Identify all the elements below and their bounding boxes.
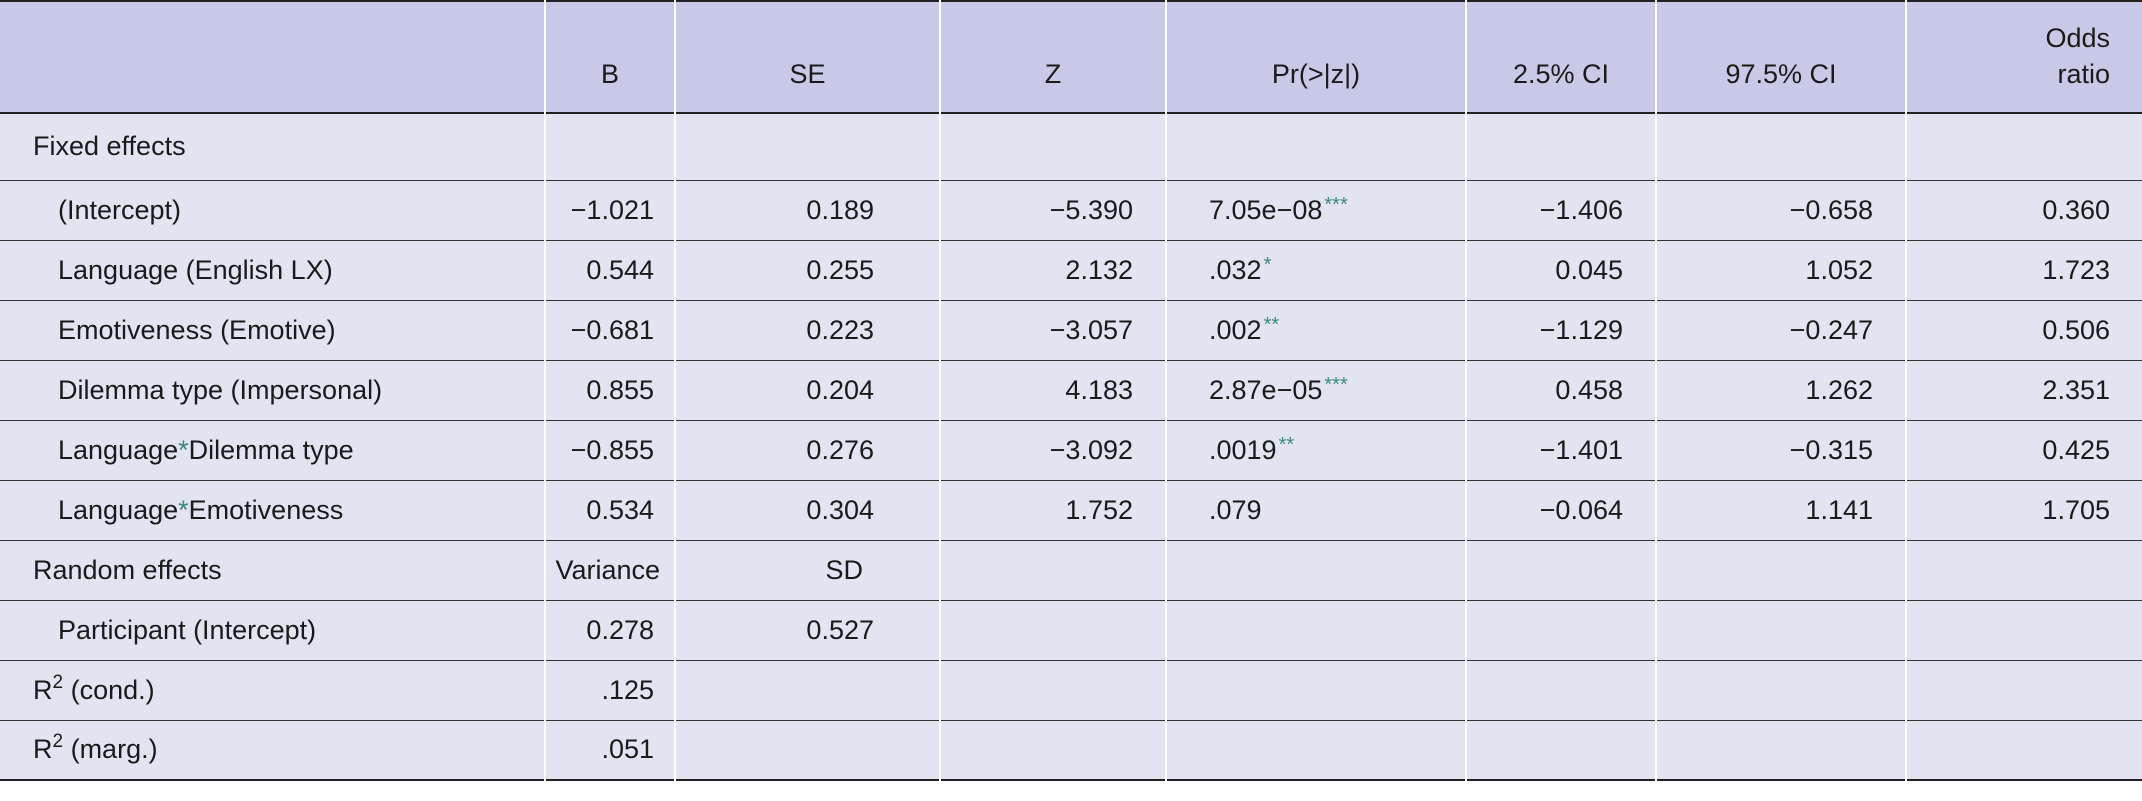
cell-z: −3.057 — [939, 300, 1166, 360]
cell-p: .002 ** — [1165, 300, 1466, 360]
significance-stars: *** — [1324, 194, 1348, 216]
significance-stars: ** — [1263, 314, 1280, 336]
table-row: Participant (Intercept) 0.278 0.527 — [0, 600, 2142, 660]
table-row: Emotiveness (Emotive) −0.681 0.223 −3.05… — [0, 300, 2142, 360]
r2-marg-row: R2 (marg.) .051 — [0, 720, 2142, 780]
row-label: R2 (marg.) — [33, 731, 158, 765]
cell-p: .0019 ** — [1165, 420, 1466, 480]
row-label: Language*Dilemma type — [58, 434, 354, 465]
sd-header: SD — [674, 540, 940, 600]
header-odds-ratio: Odds ratio — [1905, 1, 2142, 113]
cell-r2-marg: .051 — [544, 720, 675, 780]
interaction-star: * — [178, 434, 189, 465]
cell-z: −3.092 — [939, 420, 1166, 480]
row-label: Dilemma type (Impersonal) — [58, 374, 383, 405]
cell-ci-low: −1.406 — [1465, 180, 1656, 240]
cell-ci-low: 0.458 — [1465, 360, 1656, 420]
significance-stars: *** — [1324, 374, 1348, 396]
row-label: Emotiveness (Emotive) — [58, 314, 336, 345]
variance-header: Variance — [544, 540, 675, 600]
cell-p: .032 * — [1165, 240, 1466, 300]
row-label: Language (English LX) — [58, 254, 333, 285]
cell-z: 2.132 — [939, 240, 1166, 300]
significance-stars: ** — [1278, 434, 1295, 456]
cell-ci-low: −1.129 — [1465, 300, 1656, 360]
table-row: Language (English LX) 0.544 0.255 2.132 … — [0, 240, 2142, 300]
cell-odds-ratio: 0.360 — [1905, 180, 2142, 240]
section-title: Fixed effects — [33, 131, 186, 162]
cell-z: 1.752 — [939, 480, 1166, 540]
cell-p: 7.05e−08 *** — [1165, 180, 1466, 240]
header-row: B SE Z Pr(>|z|) 2.5% CI 97.5% CI Odds rat… — [0, 1, 2142, 113]
header-b: B — [544, 1, 675, 113]
cell-ci-low: 0.045 — [1465, 240, 1656, 300]
cell-odds-ratio: 2.351 — [1905, 360, 2142, 420]
cell-ci-high: 1.141 — [1655, 480, 1906, 540]
header-p: Pr(>|z|) — [1165, 1, 1466, 113]
cell-ci-high: 1.052 — [1655, 240, 1906, 300]
cell-odds-ratio: 1.705 — [1905, 480, 2142, 540]
cell-ci-low: −1.401 — [1465, 420, 1656, 480]
table-row: Language*Dilemma type −0.855 0.276 −3.09… — [0, 420, 2142, 480]
cell-ci-high: −0.247 — [1655, 300, 1906, 360]
section-title: Random effects — [33, 554, 222, 585]
section-row-random-effects: Random effects Variance SD — [0, 540, 2142, 600]
table-row: (Intercept) −1.021 0.189 −5.390 7.05e−08… — [0, 180, 2142, 240]
header-z: Z — [939, 1, 1166, 113]
cell-p: .079 — [1165, 480, 1466, 540]
row-label: Participant (Intercept) — [58, 614, 317, 645]
regression-results-table: B SE Z Pr(>|z|) 2.5% CI 97.5% CI Odds rat… — [0, 0, 2142, 781]
cell-b: −0.855 — [544, 420, 675, 480]
cell-sd: 0.527 — [674, 600, 940, 660]
significance-stars: * — [1263, 254, 1272, 276]
cell-se: 0.304 — [674, 480, 940, 540]
cell-b: 0.544 — [544, 240, 675, 300]
header-label — [0, 1, 545, 113]
table-row: Language*Emotiveness 0.534 0.304 1.752 .… — [0, 480, 2142, 540]
row-label: Language*Emotiveness — [58, 494, 344, 525]
cell-odds-ratio: 1.723 — [1905, 240, 2142, 300]
cell-p: 2.87e−05 *** — [1165, 360, 1466, 420]
cell-b: −0.681 — [544, 300, 675, 360]
row-label: R2 (cond.) — [33, 671, 155, 705]
header-se: SE — [674, 1, 940, 113]
cell-b: 0.855 — [544, 360, 675, 420]
cell-ci-low: −0.064 — [1465, 480, 1656, 540]
cell-r2-cond: .125 — [544, 660, 675, 720]
cell-se: 0.255 — [674, 240, 940, 300]
cell-ci-high: 1.262 — [1655, 360, 1906, 420]
cell-z: 4.183 — [939, 360, 1166, 420]
cell-z: −5.390 — [939, 180, 1166, 240]
row-label: (Intercept) — [58, 194, 182, 225]
cell-se: 0.189 — [674, 180, 940, 240]
header-ci-low: 2.5% CI — [1465, 1, 1656, 113]
cell-odds-ratio: 0.425 — [1905, 420, 2142, 480]
cell-ci-high: −0.315 — [1655, 420, 1906, 480]
cell-odds-ratio: 0.506 — [1905, 300, 2142, 360]
interaction-star: * — [178, 494, 189, 525]
cell-b: −1.021 — [544, 180, 675, 240]
cell-se: 0.204 — [674, 360, 940, 420]
r2-cond-row: R2 (cond.) .125 — [0, 660, 2142, 720]
cell-se: 0.223 — [674, 300, 940, 360]
cell-variance: 0.278 — [544, 600, 675, 660]
section-row-fixed-effects: Fixed effects — [0, 113, 2142, 180]
header-ci-high: 97.5% CI — [1655, 1, 1906, 113]
table-body: Fixed effects (Intercept) −1.021 0.189 −… — [0, 113, 2142, 780]
cell-b: 0.534 — [544, 480, 675, 540]
cell-se: 0.276 — [674, 420, 940, 480]
table-header: B SE Z Pr(>|z|) 2.5% CI 97.5% CI Odds rat… — [0, 1, 2142, 113]
cell-ci-high: −0.658 — [1655, 180, 1906, 240]
table-row: Dilemma type (Impersonal) 0.855 0.204 4.… — [0, 360, 2142, 420]
